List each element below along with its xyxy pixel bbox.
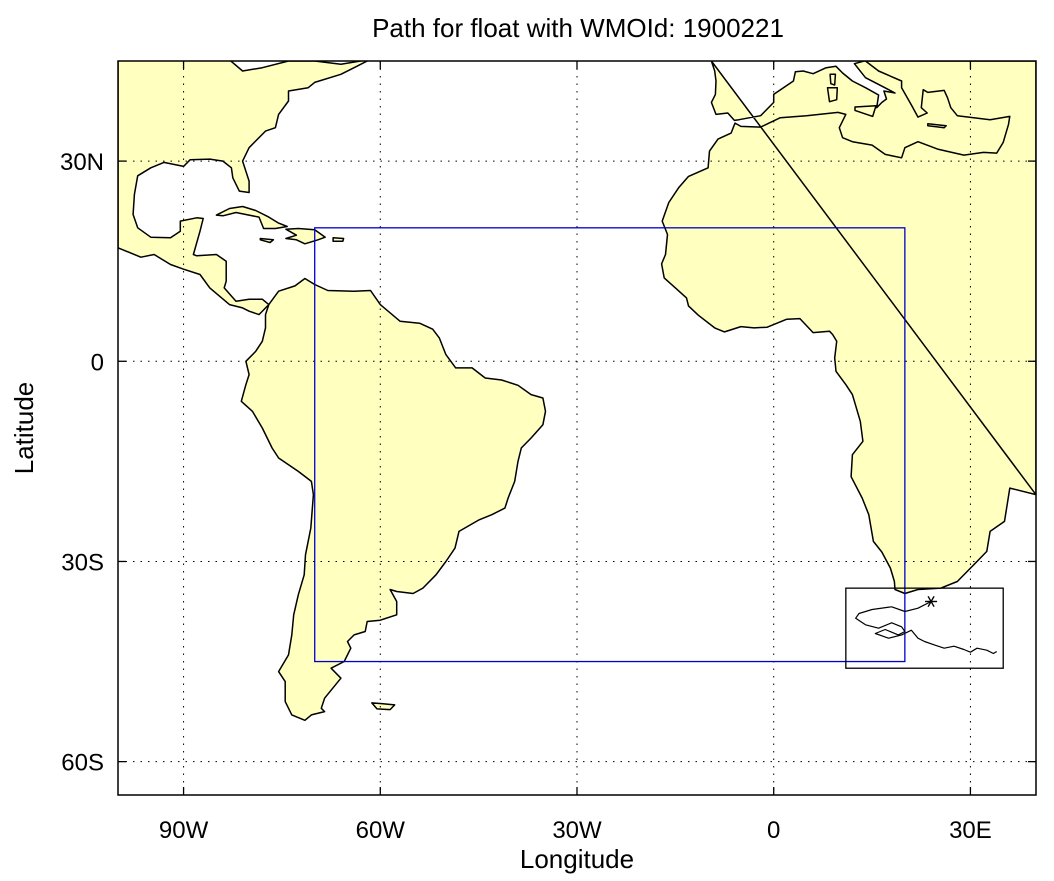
track-box [845, 587, 1004, 669]
boxes-layer [314, 227, 1004, 669]
graticule [118, 61, 1036, 795]
land-layer [118, 61, 1036, 722]
y-axis-title: Latitude [9, 382, 39, 475]
x-tick-label: 30E [949, 817, 992, 844]
landmass-sicily [854, 104, 877, 118]
landmass-south-america [240, 277, 547, 722]
asterisk-stroke [927, 595, 935, 608]
x-tick-label: 60W [356, 817, 406, 844]
y-tick-label: 30S [61, 549, 104, 576]
x-axis-title: Longitude [520, 844, 634, 874]
start-asterisk-icon [925, 595, 938, 608]
x-tick-label: 90W [159, 817, 209, 844]
landmass-jamaica [259, 237, 275, 244]
float-track-line [855, 600, 998, 655]
region-box [314, 227, 906, 663]
landmass-falklands [371, 702, 396, 711]
x-tick-label: 0 [767, 817, 780, 844]
axis-ticks: 90W 60W 30W 0 30E 30N 0 30S 60S [60, 61, 1036, 844]
landmass-north-america [118, 61, 369, 316]
y-tick-label: 60S [61, 750, 104, 777]
landmass-puerto-rico [332, 237, 345, 242]
y-tick-label: 0 [91, 349, 104, 376]
float-track-layer [855, 595, 998, 655]
y-tick-label: 30N [60, 149, 104, 176]
x-tick-label: 30W [552, 817, 602, 844]
landmass-crete [927, 122, 947, 129]
landmass-africa-eurasia [660, 61, 1036, 595]
map-title: Path for float with WMOId: 1900221 [372, 13, 784, 43]
landmass-corsica [829, 73, 837, 86]
landmass-sardinia [826, 86, 839, 103]
landmass-cuba [215, 205, 288, 230]
landmass-hispaniola [285, 227, 326, 245]
